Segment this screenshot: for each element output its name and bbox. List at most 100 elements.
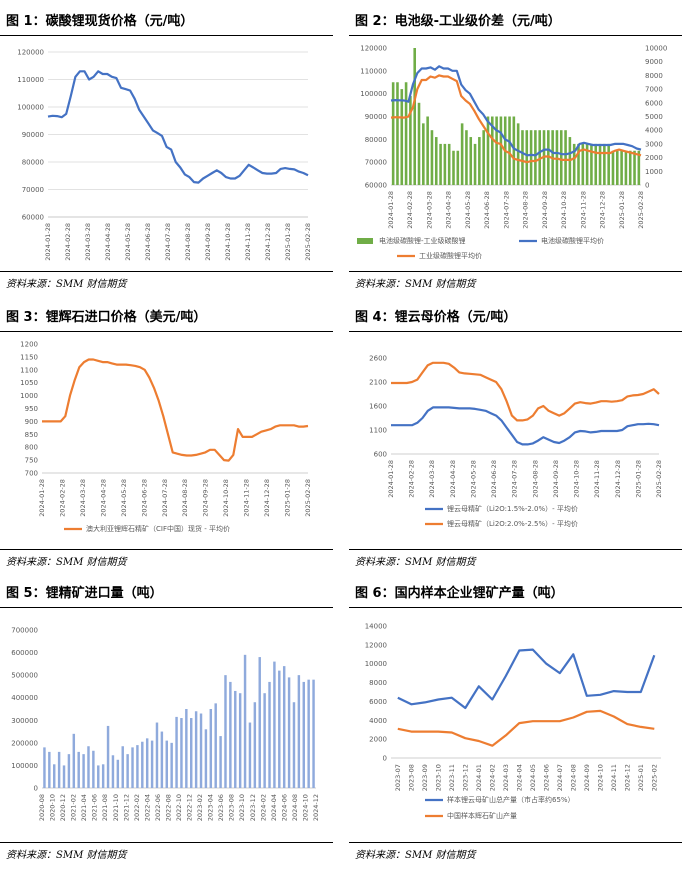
data-bar	[248, 722, 252, 788]
data-bar	[101, 764, 105, 788]
data-bar	[616, 150, 619, 185]
data-bar	[297, 675, 301, 788]
data-bar	[547, 130, 550, 185]
data-bar	[268, 681, 271, 788]
x-tick-label: 2023-09	[421, 764, 429, 791]
x-tick-label: 2023-12	[249, 794, 257, 821]
x-tick-label: 2023-11	[448, 764, 456, 791]
data-bar	[214, 703, 217, 788]
data-bar	[165, 740, 168, 788]
data-bar	[43, 747, 46, 788]
data-bar	[307, 679, 310, 788]
x-tick-label: 2022-06	[154, 794, 162, 821]
data-bar	[175, 716, 178, 788]
data-bar	[409, 95, 412, 185]
x-tick-label: 2024-02-28	[406, 191, 414, 229]
x-tick-label: 2025-02-28	[304, 223, 312, 261]
x-tick-label: 2024-12-28	[599, 191, 607, 229]
y2-tick-label: 1000	[645, 168, 663, 176]
y-tick-label: 500000	[11, 672, 38, 680]
y-tick-label: 2000	[369, 736, 387, 744]
y-tick-label: 4000	[369, 717, 387, 725]
x-tick-label: 2024-10-28	[560, 191, 568, 229]
data-bar	[508, 116, 511, 185]
data-bar	[577, 143, 580, 185]
data-bar	[430, 130, 434, 185]
data-bar	[77, 751, 80, 788]
x-tick-label: 2024-04	[270, 794, 278, 821]
data-bar	[180, 718, 183, 788]
title-rule-5	[0, 607, 333, 608]
x-tick-label: 2020-10	[49, 794, 57, 821]
data-bar	[439, 143, 442, 185]
x-tick-label: 2021-06	[91, 794, 99, 821]
x-tick-label: 2024-08	[569, 764, 577, 791]
data-bar	[106, 725, 110, 788]
y2-tick-label: 9000	[645, 58, 663, 66]
y-tick-label: 1100	[369, 427, 387, 435]
source-rule-5	[0, 842, 333, 843]
y2-tick-label: 4000	[645, 127, 663, 135]
y-tick-label: 100000	[11, 762, 38, 770]
data-bar	[611, 150, 615, 185]
data-bar	[121, 746, 124, 788]
x-tick-label: 2024-02-28	[59, 479, 67, 517]
data-bar	[243, 654, 247, 788]
chart-2: 60000 70000 80000 90000 100000 110000 120000 0 1…	[357, 45, 667, 260]
x-tick-label: 2024-08	[291, 794, 299, 821]
x-tick-label: 2022-04	[143, 794, 151, 821]
title-rule-3	[0, 331, 333, 332]
data-bar	[87, 746, 90, 788]
title-rule-4	[349, 331, 682, 332]
data-bar	[422, 123, 425, 185]
chart-3: 700 750 800 850 900 950 1000 1050 1100 1150 1200 20…	[20, 341, 312, 534]
x-tick-label: 2023-07	[394, 764, 402, 791]
y2-tick-label: 10000	[645, 45, 667, 53]
x-tick-label: 2024-06-28	[144, 223, 152, 261]
y-tick-label: 950	[25, 405, 38, 413]
source-note-6: 资料来源：SMM 财信期货	[355, 850, 476, 861]
source-rule-2	[349, 271, 682, 272]
legend-label: 澳大利亚锂辉石精矿（CIF中国）现货 - 平均价	[86, 524, 230, 533]
series-line-1	[47, 70, 309, 184]
data-bar	[273, 661, 276, 788]
data-bar	[495, 116, 498, 185]
source-rule-3	[0, 549, 333, 550]
x-tick-label: 2024-06	[542, 764, 550, 791]
x-tick-label: 2024-01-28	[44, 223, 52, 261]
y-tick-label: 850	[25, 431, 38, 439]
y-tick-label: 200000	[11, 739, 38, 747]
x-tick-label: 2024-05-28	[120, 479, 128, 517]
x-tick-label: 2021-12	[122, 794, 130, 821]
chart-1: 60000 70000 80000 90000 100000 110000 120000 20…	[17, 49, 312, 261]
x-tick-label: 2025-02-28	[304, 479, 312, 517]
y-tick-label: 600	[374, 451, 387, 459]
x-tick-label: 2024-01-28	[387, 460, 395, 498]
data-bar	[426, 116, 429, 185]
data-bar	[204, 729, 208, 788]
data-bar	[391, 82, 395, 185]
y2-tick-label: 8000	[645, 72, 663, 80]
x-tick-label: 2025-02-28	[655, 460, 663, 498]
data-bar	[62, 765, 66, 788]
x-tick-label: 2024-12-28	[614, 460, 622, 498]
y-tick-label: 600000	[11, 649, 38, 657]
source-note-5: 资料来源：SMM 财信期货	[6, 850, 127, 861]
data-bar	[209, 709, 213, 788]
x-tick-label: 2024-09-28	[204, 223, 212, 261]
x-tick-label: 2024-03-28	[426, 191, 434, 229]
data-bar	[224, 675, 227, 788]
y-tick-label: 1150	[20, 353, 38, 361]
data-bar	[491, 116, 494, 185]
x-tick-label: 2024-11-28	[243, 479, 251, 517]
y-tick-label: 2600	[369, 355, 387, 363]
series-line-2	[391, 361, 660, 422]
data-bar	[572, 143, 576, 185]
x-tick-label: 2021-08	[101, 794, 109, 821]
x-tick-label: 2024-12-28	[263, 479, 271, 517]
data-bar	[594, 143, 598, 185]
legend-label: 中国样本辉石矿山产量	[447, 811, 517, 820]
x-tick-label: 2023-12	[461, 764, 469, 791]
x-tick-label: 2024-08-28	[531, 460, 539, 498]
data-bar	[598, 143, 602, 185]
